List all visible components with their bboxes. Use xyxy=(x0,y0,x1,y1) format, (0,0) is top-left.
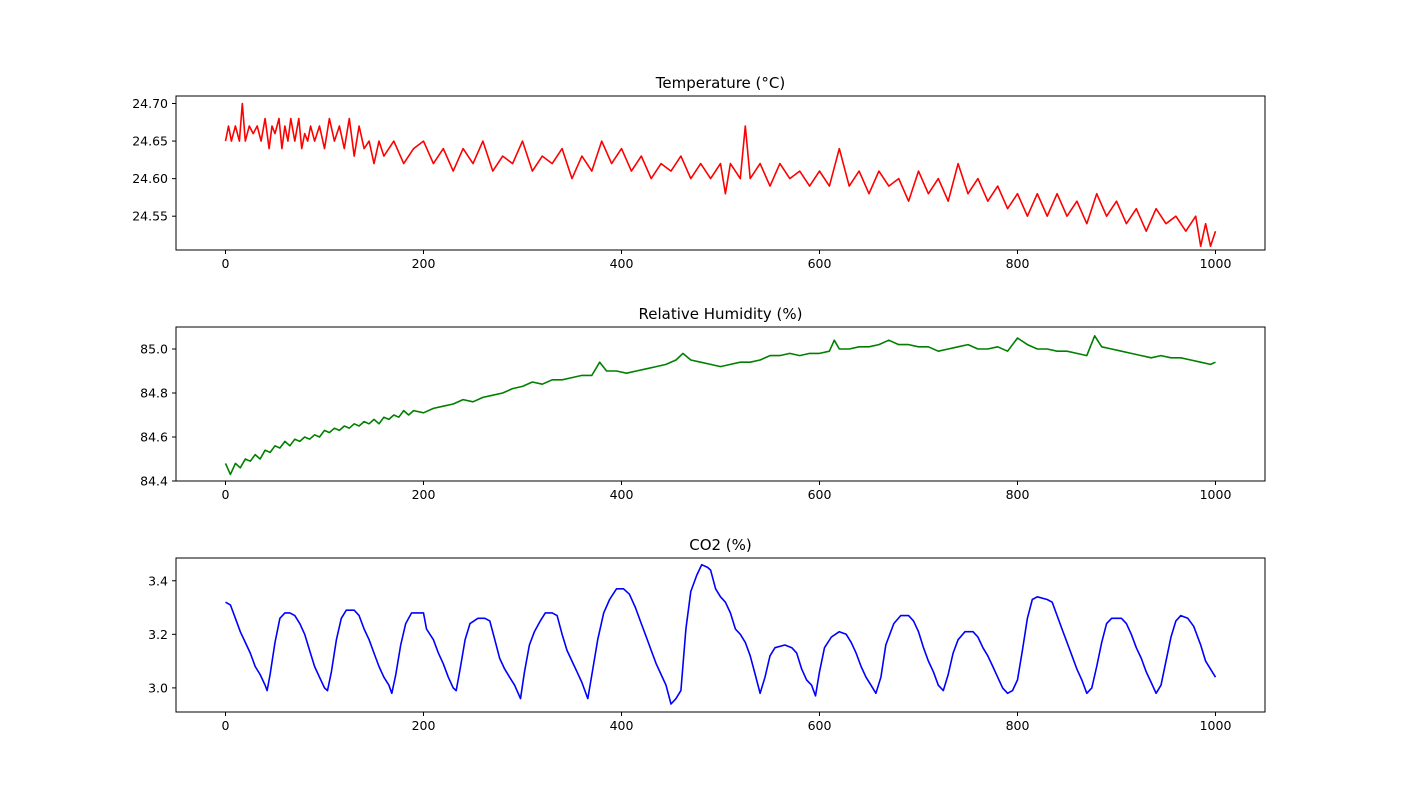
chart-title: Temperature (°C) xyxy=(655,74,785,92)
axes-frame xyxy=(175,95,1266,251)
axes-frame xyxy=(175,326,1266,482)
y-tick-label: 24.60 xyxy=(132,171,168,186)
co2-chart: CO2 (%) 0 200 400 600 800 1000 3.0 3.2 3.4 xyxy=(148,536,1266,733)
series-line-0 xyxy=(225,563,1217,705)
x-tick-label: 800 xyxy=(1006,487,1030,502)
y-tick-label: 3.2 xyxy=(148,627,168,642)
x-tick-label: 200 xyxy=(412,487,436,502)
x-tick-label: 200 xyxy=(412,718,436,733)
x-tick-label: 1000 xyxy=(1200,487,1232,502)
series-line-0 xyxy=(224,102,1217,247)
y-tick-label: 3.4 xyxy=(148,573,168,588)
y-tick-label: 84.4 xyxy=(140,474,168,489)
x-tick-label: 1000 xyxy=(1200,256,1232,271)
y-tick-label: 84.6 xyxy=(140,430,168,445)
x-tick-label: 0 xyxy=(222,718,230,733)
relative-humidity-chart: Relative Humidity (%) 0 200 400 600 800 1000 8… xyxy=(140,305,1266,502)
y-tick-label: 24.65 xyxy=(132,134,168,149)
x-tick-label: 400 xyxy=(610,487,634,502)
x-tick-label: 0 xyxy=(222,487,230,502)
y-tick-label: 84.8 xyxy=(140,386,168,401)
y-tick-label: 24.55 xyxy=(132,209,168,224)
series-line-0 xyxy=(224,335,1216,476)
x-tick-label: 1000 xyxy=(1200,718,1232,733)
chart-title: Relative Humidity (%) xyxy=(639,305,803,323)
x-tick-label: 600 xyxy=(808,718,832,733)
y-tick-label: 85.0 xyxy=(140,342,168,357)
x-tick-label: 600 xyxy=(808,256,832,271)
y-tick-label: 24.70 xyxy=(132,96,168,111)
chart-title: CO2 (%) xyxy=(689,536,752,554)
temperature-chart: Temperature (°C) 0 200 400 600 800 1000 24.55 2… xyxy=(132,74,1266,271)
x-tick-label: 400 xyxy=(610,718,634,733)
axes-frame xyxy=(175,557,1266,713)
x-tick-label: 0 xyxy=(222,256,230,271)
x-tick-label: 400 xyxy=(610,256,634,271)
x-tick-label: 200 xyxy=(412,256,436,271)
x-tick-label: 800 xyxy=(1006,718,1030,733)
x-tick-label: 800 xyxy=(1006,256,1030,271)
x-tick-label: 600 xyxy=(808,487,832,502)
y-tick-label: 3.0 xyxy=(148,680,168,695)
